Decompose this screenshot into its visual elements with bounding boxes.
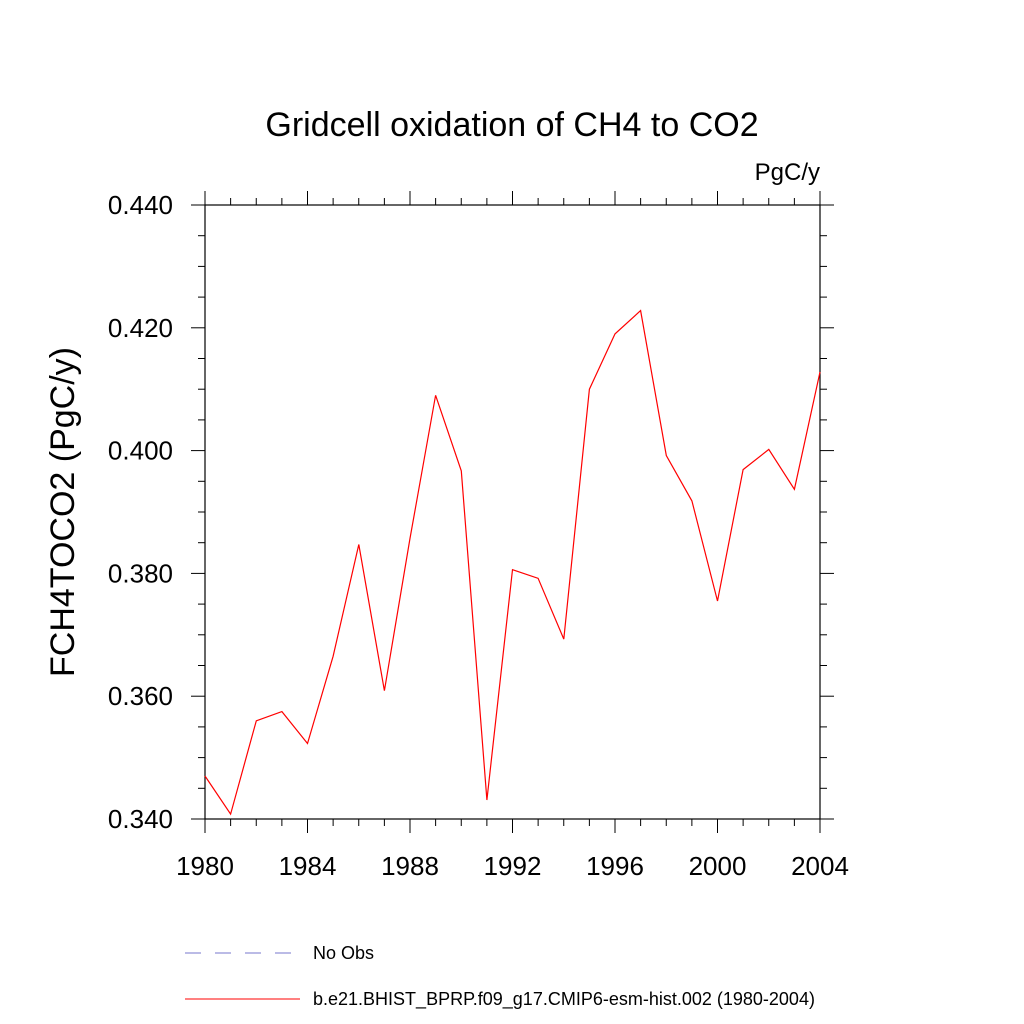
y-tick-label: 0.380 — [108, 558, 173, 588]
y-tick-label: 0.420 — [108, 313, 173, 343]
x-tick-label: 2000 — [689, 851, 747, 881]
x-tick-label: 1984 — [279, 851, 337, 881]
x-tick-label: 1980 — [176, 851, 234, 881]
legend-label: b.e21.BHIST_BPRP.f09_g17.CMIP6-esm-hist.… — [313, 989, 815, 1010]
plot-area: 1980 1984 1988 1992 1996 2000 20040.3400.3600.… — [108, 190, 849, 881]
x-tick-label: 1996 — [586, 851, 644, 881]
y-tick-label: 0.400 — [108, 436, 173, 466]
plot-frame — [204, 204, 821, 820]
legend: No Obs b.e21.BHIST_BPRP.f09_g17.CMIP6-esm… — [185, 943, 815, 1010]
units-label: PgC/y — [755, 159, 820, 186]
y-tick-label: 0.360 — [108, 681, 173, 711]
legend-label: No Obs — [313, 943, 374, 963]
y-axis-label: FCH4TOCO2 (PgC/y) — [44, 347, 82, 677]
series-line — [204, 309, 821, 816]
x-tick-label: 1992 — [484, 851, 542, 881]
y-tick-label: 0.440 — [108, 190, 173, 220]
x-tick-label: 2004 — [791, 851, 849, 881]
chart-title: Gridcell oxidation of CH4 to CO2 — [265, 106, 758, 144]
x-axis: 1980 1984 1988 1992 1996 2000 2004 — [176, 191, 849, 881]
y-tick-label: 0.340 — [108, 804, 173, 834]
y-axis: 0.340 0.360 0.380 0.400 0.420 0.440 — [108, 190, 834, 834]
x-tick-label: 1988 — [381, 851, 439, 881]
